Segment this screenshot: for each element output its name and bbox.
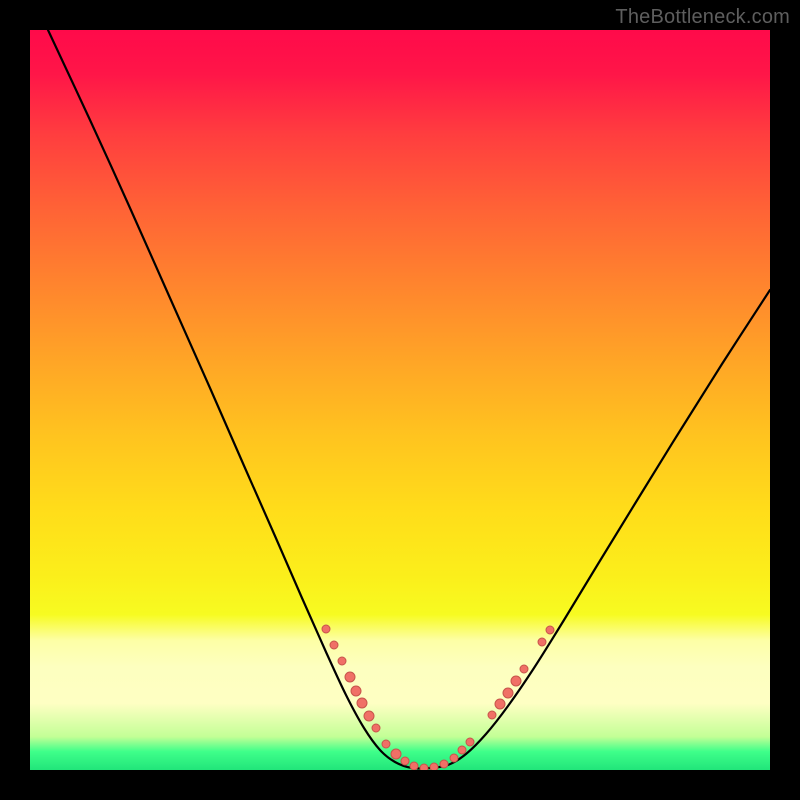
marker-point	[420, 764, 428, 770]
marker-points	[322, 625, 554, 770]
marker-point	[488, 711, 496, 719]
marker-point	[401, 757, 409, 765]
marker-point	[410, 762, 418, 770]
marker-point	[430, 763, 438, 770]
curve-layer	[30, 30, 770, 770]
v-curve	[48, 30, 770, 769]
marker-point	[538, 638, 546, 646]
marker-point	[372, 724, 380, 732]
marker-point	[458, 746, 466, 754]
marker-point	[357, 698, 367, 708]
marker-point	[450, 754, 458, 762]
watermark-text: TheBottleneck.com	[615, 6, 790, 29]
marker-point	[351, 686, 361, 696]
marker-point	[511, 676, 521, 686]
marker-point	[322, 625, 330, 633]
marker-point	[466, 738, 474, 746]
marker-point	[391, 749, 401, 759]
marker-point	[546, 626, 554, 634]
marker-point	[330, 641, 338, 649]
marker-point	[345, 672, 355, 682]
marker-point	[520, 665, 528, 673]
marker-point	[364, 711, 374, 721]
chart-frame: TheBottleneck.com	[0, 0, 800, 800]
marker-point	[440, 760, 448, 768]
plot-area	[30, 30, 770, 770]
marker-point	[503, 688, 513, 698]
marker-point	[338, 657, 346, 665]
marker-point	[382, 740, 390, 748]
marker-point	[495, 699, 505, 709]
